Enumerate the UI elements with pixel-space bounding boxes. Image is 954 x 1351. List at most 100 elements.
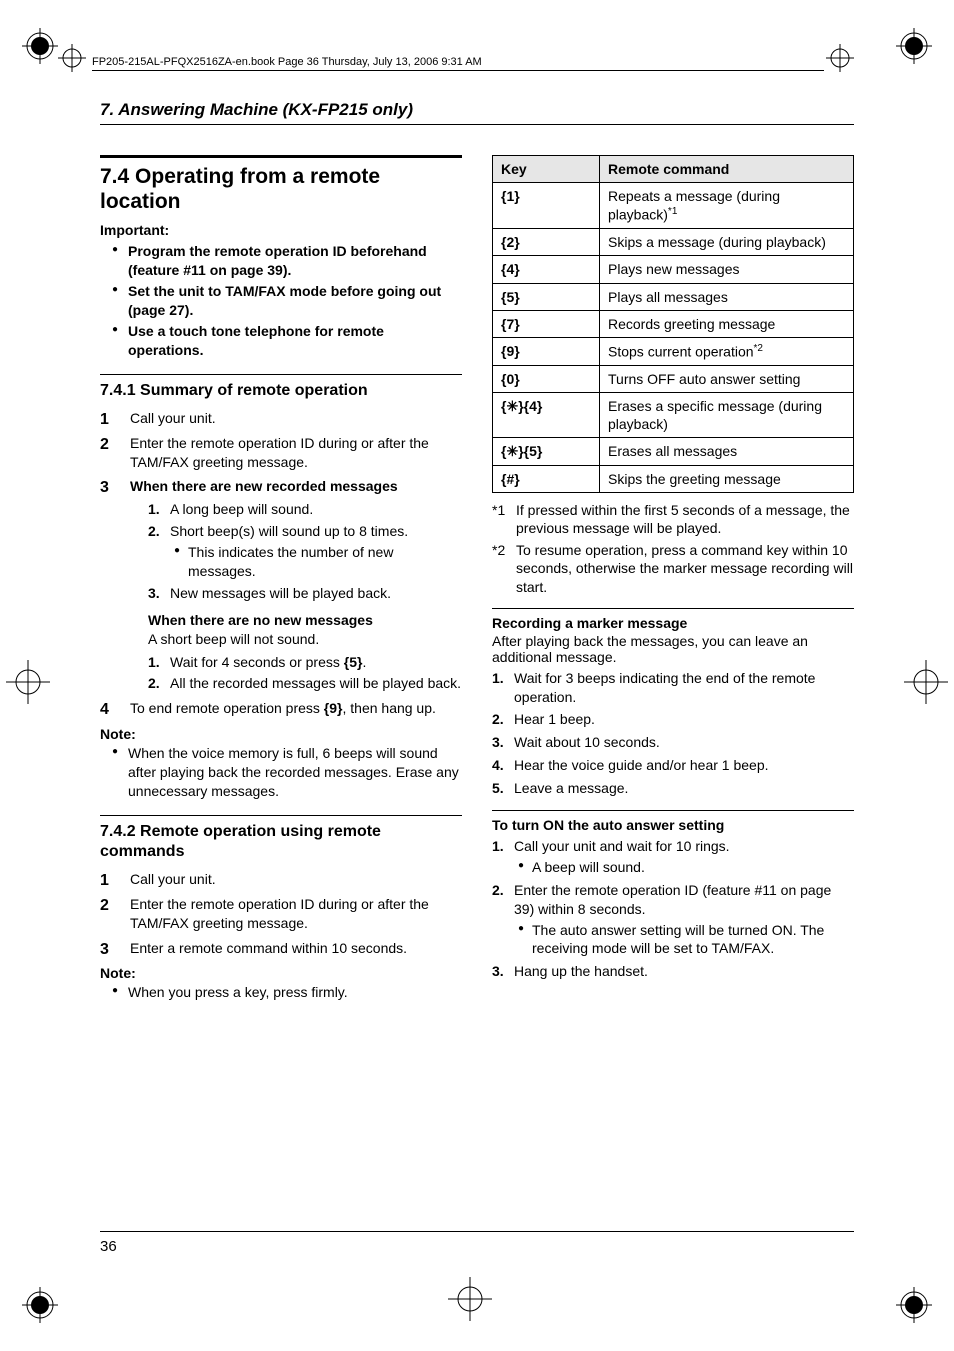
key-cell: 2 <box>493 229 600 256</box>
remote-command-table: Key Remote command 1Repeats a message (d… <box>492 155 854 493</box>
auto-step: Call your unit and wait for 10 rings. A … <box>492 837 854 877</box>
text: To end remote operation press <box>130 700 324 716</box>
footnote-text: If pressed within the first 5 seconds of… <box>516 502 850 536</box>
note-list: When you press a key, press firmly. <box>100 983 462 1002</box>
key-cell: 1 <box>493 183 600 229</box>
two-column-layout: 7.4 Operating from a remote location Imp… <box>100 155 854 1012</box>
substep: Short beep(s) will sound up to 8 times. … <box>148 522 462 581</box>
content-area: 7. Answering Machine (KX-FP215 only) 7.4… <box>100 100 854 1231</box>
table-row: 2Skips a message (during playback) <box>493 229 854 256</box>
table-row: #Skips the greeting message <box>493 465 854 492</box>
substeps: A long beep will sound. Short beep(s) wi… <box>148 500 462 602</box>
table-header-cmd: Remote command <box>600 156 854 183</box>
thin-rule <box>492 608 854 609</box>
marker-step: Leave a message. <box>492 779 854 798</box>
chapter-title: 7. Answering Machine (KX-FP215 only) <box>100 100 854 125</box>
auto-title: To turn ON the auto answer setting <box>492 817 854 833</box>
subsection-rule <box>100 374 462 375</box>
note-label: Note: <box>100 965 462 981</box>
marker-step: Wait about 10 seconds. <box>492 733 854 752</box>
key-5: 5 <box>344 654 363 670</box>
sub-bullets: This indicates the number of new message… <box>170 543 462 581</box>
note-list: When the voice memory is full, 6 beeps w… <box>100 744 462 801</box>
thin-rule <box>492 810 854 811</box>
footnote-2: *2To resume operation, press a command k… <box>492 541 854 596</box>
step: To end remote operation press 9, then ha… <box>100 699 462 718</box>
note-item: When you press a key, press firmly. <box>128 983 462 1002</box>
marker-step: Hear the voice guide and/or hear 1 beep. <box>492 756 854 775</box>
command-cell: Plays new messages <box>600 256 854 283</box>
substep: Wait for 4 seconds or press 5. <box>148 653 462 672</box>
reg-mark-bl <box>22 1287 58 1323</box>
key-cell: ✳5 <box>493 438 600 465</box>
marker-title: Recording a marker message <box>492 615 854 631</box>
auto-steps: Call your unit and wait for 10 rings. A … <box>492 837 854 981</box>
text: Wait for 4 seconds or press <box>170 654 344 670</box>
sub-bullet: This indicates the number of new message… <box>188 543 462 581</box>
step: Call your unit. <box>100 409 462 428</box>
running-header: FP205-215AL-PFQX2516ZA-en.book Page 36 T… <box>92 56 824 71</box>
reg-mark-br <box>896 1287 932 1323</box>
auto-step: Hang up the handset. <box>492 962 854 981</box>
table-row: 5Plays all messages <box>493 283 854 310</box>
step: Enter the remote operation ID during or … <box>100 895 462 933</box>
command-cell: Erases a specific message (during playba… <box>600 393 854 438</box>
reg-mark-tl <box>22 28 58 64</box>
key-cell: 9 <box>493 337 600 365</box>
sub-bullets: A beep will sound. <box>514 858 854 877</box>
page-number: 36 <box>100 1231 854 1255</box>
key-cell: # <box>493 465 600 492</box>
reg-mark-tr <box>896 28 932 64</box>
text: , then hang up. <box>342 700 435 716</box>
steps-742: Call your unit. Enter the remote operati… <box>100 870 462 958</box>
step-title: When there are new recorded messages <box>130 478 398 494</box>
key-cell: 0 <box>493 365 600 392</box>
key-cell: 5 <box>493 283 600 310</box>
key-cell: ✳4 <box>493 393 600 438</box>
important-item: Use a touch tone telephone for remote op… <box>128 322 462 360</box>
marker-step: Wait for 3 beeps indicating the end of t… <box>492 669 854 707</box>
table-row: 4Plays new messages <box>493 256 854 283</box>
command-cell: Skips a message (during playback) <box>600 229 854 256</box>
manual-page: FP205-215AL-PFQX2516ZA-en.book Page 36 T… <box>0 0 954 1351</box>
table-row: 1Repeats a message (during playback)*1 <box>493 183 854 229</box>
step: Enter a remote command within 10 seconds… <box>100 939 462 958</box>
subsection-title: 7.4.2 Remote operation using remote comm… <box>100 822 462 862</box>
substep-text: Short beep(s) will sound up to 8 times. <box>170 523 408 539</box>
marker-steps: Wait for 3 beeps indicating the end of t… <box>492 669 854 798</box>
no-msg-title: When there are no new messages <box>148 611 462 630</box>
sub-bullet: The auto answer setting will be turned O… <box>532 921 854 959</box>
reg-mark-ml <box>6 660 50 704</box>
important-item: Program the remote operation ID beforeha… <box>128 242 462 280</box>
steps-741: Call your unit. Enter the remote operati… <box>100 409 462 718</box>
footnote-mark: *2 <box>492 541 505 559</box>
command-cell: Repeats a message (during playback)*1 <box>600 183 854 229</box>
table-row: 7Records greeting message <box>493 310 854 337</box>
important-item: Set the unit to TAM/FAX mode before goin… <box>128 282 462 320</box>
command-cell: Turns OFF auto answer setting <box>600 365 854 392</box>
substep: New messages will be played back. <box>148 584 462 603</box>
command-cell: Records greeting message <box>600 310 854 337</box>
no-msg-desc: A short beep will not sound. <box>148 630 462 649</box>
important-list: Program the remote operation ID beforeha… <box>100 242 462 359</box>
command-cell: Plays all messages <box>600 283 854 310</box>
right-column: Key Remote command 1Repeats a message (d… <box>492 155 854 1012</box>
key-cell: 4 <box>493 256 600 283</box>
step: Call your unit. <box>100 870 462 889</box>
sub-bullet: A beep will sound. <box>532 858 854 877</box>
table-row: ✳4Erases a specific message (during play… <box>493 393 854 438</box>
marker-desc: After playing back the messages, you can… <box>492 633 854 665</box>
substep: A long beep will sound. <box>148 500 462 519</box>
auto-step: Enter the remote operation ID (feature #… <box>492 881 854 959</box>
footnote-mark: *1 <box>492 501 505 519</box>
sub-bullets: The auto answer setting will be turned O… <box>514 921 854 959</box>
substeps-none: Wait for 4 seconds or press 5. All the r… <box>148 653 462 694</box>
section-rule <box>100 155 462 158</box>
text: Call your unit and wait for 10 rings. <box>514 838 730 854</box>
substep: All the recorded messages will be played… <box>148 674 462 693</box>
reg-mark-bc <box>448 1277 492 1321</box>
command-cell: Skips the greeting message <box>600 465 854 492</box>
important-label: Important: <box>100 222 462 238</box>
table-row: 9Stops current operation*2 <box>493 337 854 365</box>
note-item: When the voice memory is full, 6 beeps w… <box>128 744 462 801</box>
